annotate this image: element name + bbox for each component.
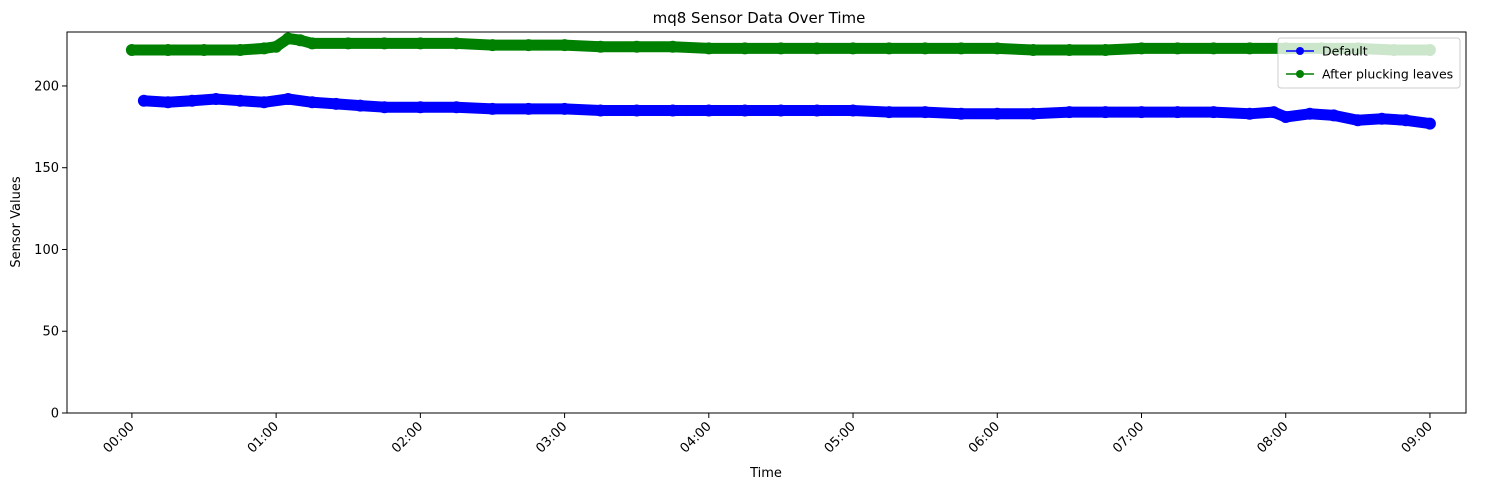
data-point-after-plucking-leaves: [883, 42, 896, 55]
data-point-default: [486, 102, 499, 115]
data-point-default: [991, 107, 1004, 120]
data-point-after-plucking-leaves: [847, 42, 859, 55]
data-point-after-plucking-leaves: [1027, 44, 1040, 56]
data-point-after-plucking-leaves: [702, 42, 715, 55]
data-point-after-plucking-leaves: [630, 40, 643, 53]
data-point-default: [1207, 106, 1220, 119]
legend: Default After plucking leaves: [1277, 37, 1461, 89]
data-point-after-plucking-leaves: [306, 37, 319, 50]
chart-title: mq8 Sensor Data Over Time: [653, 9, 866, 27]
data-point-default: [1327, 109, 1340, 122]
data-point-default: [354, 99, 367, 112]
y-tick-label: 0: [51, 407, 59, 422]
data-point-after-plucking-leaves: [450, 37, 463, 50]
data-point-default: [666, 104, 679, 117]
y-tick-label: 200: [34, 79, 59, 94]
data-point-default: [210, 93, 222, 105]
y-tick-label: 100: [34, 243, 59, 258]
data-point-default: [1135, 106, 1148, 119]
data-point-after-plucking-leaves: [258, 42, 271, 55]
data-point-default: [774, 104, 787, 117]
data-point-after-plucking-leaves: [486, 39, 499, 52]
data-point-default: [282, 93, 295, 105]
data-point-default: [378, 101, 391, 114]
data-point-default: [811, 104, 823, 117]
data-point-after-plucking-leaves: [1207, 42, 1220, 55]
data-point-after-plucking-leaves: [919, 42, 932, 55]
data-point-default: [955, 107, 968, 120]
data-point-default: [1171, 106, 1184, 119]
data-point-default: [1423, 117, 1436, 130]
data-point-default: [702, 104, 715, 117]
data-point-default: [1279, 111, 1292, 123]
data-point-after-plucking-leaves: [342, 37, 355, 50]
data-point-default: [1063, 106, 1076, 119]
data-point-default: [847, 104, 859, 117]
legend-box: [1277, 37, 1461, 89]
data-point-default: [1303, 107, 1316, 120]
data-point-after-plucking-leaves: [811, 42, 823, 55]
data-point-default: [306, 96, 319, 109]
legend-marker-after-plucking-leaves: [1296, 70, 1304, 78]
data-point-default: [234, 94, 247, 107]
data-point-default: [162, 96, 174, 109]
data-point-after-plucking-leaves: [294, 34, 307, 47]
data-point-after-plucking-leaves: [282, 32, 295, 45]
data-point-after-plucking-leaves: [1135, 42, 1148, 55]
data-point-after-plucking-leaves: [991, 42, 1004, 55]
data-point-after-plucking-leaves: [955, 42, 968, 55]
legend-label-after-plucking-leaves: After plucking leaves: [1322, 67, 1453, 82]
x-axis-title: Time: [749, 466, 782, 481]
data-point-after-plucking-leaves: [1243, 42, 1256, 55]
plot-frame: [66, 31, 1467, 414]
data-point-default: [1099, 106, 1112, 119]
data-point-after-plucking-leaves: [774, 42, 787, 55]
series-line-after-plucking-leaves: [126, 33, 1436, 56]
data-point-default: [1399, 114, 1412, 127]
data-point-default: [630, 104, 643, 117]
data-point-after-plucking-leaves: [1063, 44, 1076, 56]
legend-marker-default: [1296, 47, 1304, 55]
data-point-after-plucking-leaves: [198, 44, 210, 56]
data-point-after-plucking-leaves: [558, 39, 571, 52]
data-point-after-plucking-leaves: [125, 44, 138, 56]
data-point-default: [1351, 114, 1364, 127]
legend-label-default: Default: [1322, 44, 1368, 59]
data-point-default: [522, 102, 535, 115]
data-point-default: [450, 101, 463, 114]
data-point-after-plucking-leaves: [666, 40, 679, 53]
data-point-after-plucking-leaves: [522, 39, 535, 52]
data-point-default: [1267, 106, 1280, 119]
data-point-after-plucking-leaves: [1171, 42, 1184, 55]
data-point-after-plucking-leaves: [414, 37, 427, 50]
data-point-after-plucking-leaves: [738, 42, 751, 55]
y-tick-label: 150: [34, 161, 59, 176]
data-point-after-plucking-leaves: [162, 44, 174, 56]
data-point-default: [558, 102, 571, 115]
data-point-default: [1027, 107, 1040, 120]
y-axis-title: Sensor Values: [9, 176, 24, 267]
data-point-after-plucking-leaves: [594, 40, 607, 53]
data-point-default: [330, 97, 343, 110]
y-tick-label: 50: [42, 325, 59, 340]
data-point-default: [919, 106, 932, 119]
data-point-default: [258, 96, 271, 109]
data-point-default: [414, 101, 427, 114]
data-point-default: [594, 104, 607, 117]
y-axis: 0 50 100 150 200: [34, 79, 67, 422]
data-point-after-plucking-leaves: [234, 44, 247, 56]
data-point-default: [738, 104, 751, 117]
data-point-default: [137, 94, 150, 107]
data-point-after-plucking-leaves: [270, 40, 283, 53]
data-point-default: [1375, 112, 1388, 125]
data-point-default: [1243, 107, 1256, 120]
data-point-default: [883, 106, 896, 119]
data-point-after-plucking-leaves: [378, 37, 391, 50]
data-point-after-plucking-leaves: [1099, 44, 1112, 56]
data-point-default: [186, 94, 198, 107]
